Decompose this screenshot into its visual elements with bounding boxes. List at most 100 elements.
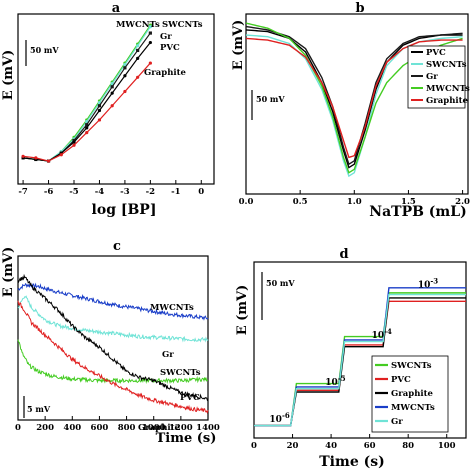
series-label: Graphite [138,423,181,433]
data-point [123,74,127,78]
data-point [148,25,152,29]
legend-label: Graphite [426,96,469,106]
series-line-pvc [245,29,463,169]
data-point [46,159,51,163]
x-axis-title: Time (s) [156,431,217,446]
x-tick-label: 200 [36,423,54,433]
data-point [72,140,76,144]
data-point [59,153,63,157]
concentration-label: 10-3 [418,277,438,291]
legend-label: SWCNTs [426,60,467,70]
y-axis-title: E (mV) [231,20,246,71]
data-point [110,104,114,108]
panel-letter: c [113,239,121,254]
x-axis-title: Time (s) [319,454,384,470]
x-tick-label: 0 [198,187,204,197]
data-point [123,89,127,94]
data-point [148,31,152,35]
data-point [110,91,114,95]
x-tick-label: 2.0 [455,197,470,207]
data-point [110,85,114,89]
x-tick-label: 0 [251,441,257,451]
series-line-pvc [23,42,151,162]
data-point [85,131,89,135]
series-line-graphite [23,62,151,162]
series-line-swcnts [17,339,209,385]
series-line-graphite [245,37,463,159]
series-line-gr [17,295,209,343]
legend-label: MWCNTs [391,403,435,413]
x-tick-label: 1.5 [401,197,416,207]
legend-label: SWCNTs [391,361,432,371]
series-line-mwcnts [17,282,209,321]
x-tick-label: 1400 [196,423,220,433]
data-point [136,56,140,60]
concentration-base: 10 [418,281,431,291]
y-axis-title: E (mV) [235,285,250,336]
legend-label: PVC [391,375,411,385]
series-label: Graphite [144,68,187,78]
data-point [97,100,102,105]
data-point [148,61,152,65]
series-line-gr [254,293,466,427]
concentration-exponent: -5 [338,374,346,383]
series-label: Gr [162,350,174,360]
x-axis-title: log [BP] [92,202,157,218]
scale-bar-label: 50 mV [256,94,285,104]
panel-letter: a [112,1,121,16]
concentration-base: 10 [325,378,338,388]
x-tick-label: -7 [18,187,28,197]
data-point [123,63,127,67]
panel-letter: b [355,1,364,16]
x-tick-label: 1200 [169,423,193,433]
x-tick-label: 0 [15,423,21,433]
data-point [85,119,89,124]
x-tick-label: 0.5 [293,197,308,207]
concentration-base: 10 [269,415,282,425]
x-tick-label: 800 [118,423,136,433]
y-axis-title: E (mV) [1,50,16,101]
x-tick-label: 80 [402,441,414,451]
x-tick-label: 40 [325,441,337,451]
concentration-label: 10-5 [325,374,345,388]
y-axis-title: E (mV) [1,247,16,298]
data-point [97,118,102,122]
plot-frame [17,13,215,185]
concentration-label: 10-6 [269,411,289,425]
x-tick-label: -1 [171,187,181,197]
data-point [148,40,152,45]
concentration-label: 10-4 [372,327,392,341]
x-axis-title: NaTPB (mL) [369,204,466,220]
legend-label: MWCNTs [426,84,470,94]
plot-frame [253,261,467,439]
data-point [97,108,102,113]
data-point [21,154,25,158]
scale-bar-label: 50 mV [30,45,59,55]
series-label: MWCNTs [150,303,194,313]
data-point [136,48,140,53]
series-line-graphite [17,300,209,414]
series-label: SWCNTs [160,368,201,378]
series-line-pvc [17,273,209,402]
series-label: SWCNTs [162,20,203,30]
x-tick-label: -2 [146,187,156,197]
plot-frame [17,255,209,421]
series-label: Gr [160,32,172,42]
scale-bar-label: 5 mV [27,404,51,414]
data-point [97,104,102,108]
series-label: PVC [160,43,180,53]
x-tick-label: 600 [91,423,109,433]
data-point [110,82,114,86]
x-tick-label: -6 [44,187,54,197]
data-point [136,44,140,48]
legend-label: PVC [426,48,446,58]
panel-letter: d [339,247,348,262]
x-tick-label: -4 [95,187,105,197]
legend-label: Graphite [391,389,434,399]
x-tick-label: 100 [438,441,456,451]
x-tick-label: -3 [120,187,130,197]
concentration-exponent: -4 [384,327,392,336]
concentration-exponent: -3 [430,277,438,286]
